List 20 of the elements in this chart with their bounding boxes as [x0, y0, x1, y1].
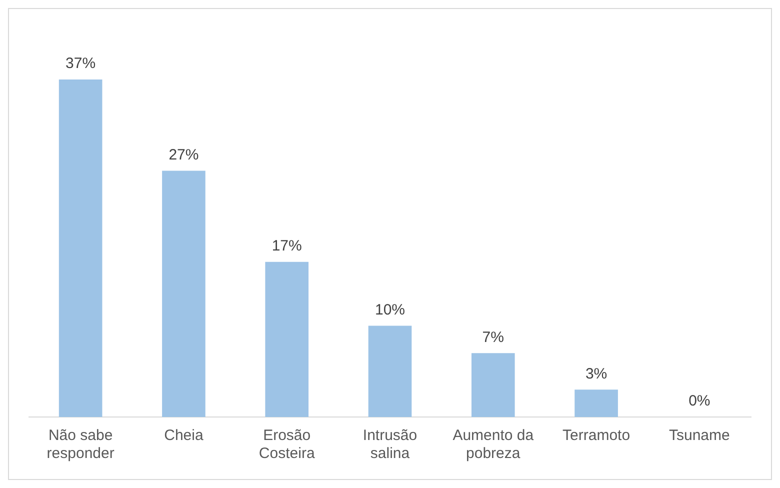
bar	[471, 353, 515, 417]
bar	[162, 170, 206, 417]
x-tick-label: Terramoto	[562, 427, 630, 444]
bar	[58, 80, 102, 417]
data-label: 7%	[482, 328, 504, 346]
bar	[265, 262, 309, 417]
x-tick-label: Não sabe responder	[46, 427, 114, 462]
x-tick-label: Intrusão salina	[362, 427, 418, 462]
data-label: 3%	[585, 365, 608, 382]
data-label: 27%	[168, 146, 199, 164]
data-label: 10%	[374, 301, 406, 318]
x-tick-label: Erosão Costeira	[258, 427, 316, 462]
x-tick-label: Aumento da pobreza	[452, 427, 534, 462]
data-label: 0%	[688, 392, 710, 410]
bar	[574, 390, 618, 417]
data-label: 17%	[272, 238, 302, 255]
bar	[368, 326, 412, 417]
x-tick-label: Tsuname	[668, 427, 730, 444]
x-tick-label: Cheia	[164, 427, 204, 444]
data-label: 37%	[66, 55, 96, 72]
